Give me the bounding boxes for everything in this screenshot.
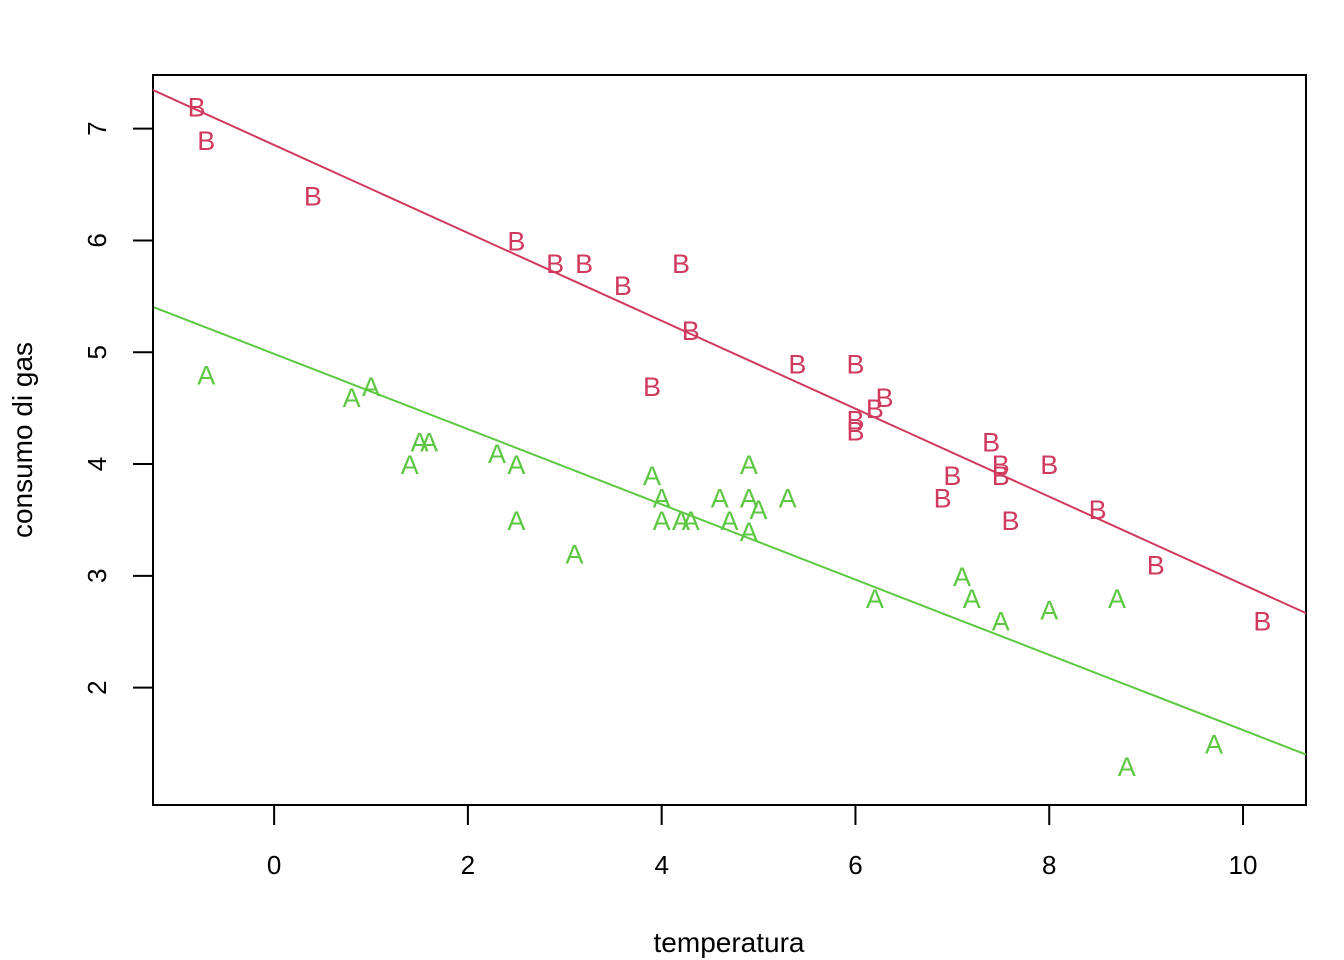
point-A-17: A xyxy=(740,517,758,547)
point-B-20: B xyxy=(1040,450,1058,480)
point-A-8: A xyxy=(507,506,525,536)
x-axis: 0 2 4 6 8 10 xyxy=(267,804,1258,880)
point-A-0: A xyxy=(197,361,215,391)
point-A-1: A xyxy=(343,383,361,413)
y-tick-label-4: 4 xyxy=(82,457,112,471)
x-tick-label-4: 4 xyxy=(654,850,668,880)
point-A-13: A xyxy=(672,506,690,536)
point-A-4: A xyxy=(410,428,428,458)
point-B-3: B xyxy=(507,226,525,256)
fit-line-B xyxy=(152,89,1307,615)
point-B-12: B xyxy=(846,405,864,435)
point-B-16: B xyxy=(982,428,1000,458)
point-B-6: B xyxy=(614,271,632,301)
x-tick-label-8: 8 xyxy=(1042,850,1056,880)
point-A-16: A xyxy=(720,506,738,536)
point-B-15: B xyxy=(876,383,894,413)
fit-line-A xyxy=(152,305,1307,756)
point-B-14: B xyxy=(866,394,884,424)
y-tick-label-7: 7 xyxy=(82,121,112,135)
point-A-21: A xyxy=(779,484,797,514)
point-A-20: A xyxy=(750,495,768,525)
point-B-25: B xyxy=(1253,607,1271,637)
point-B-11: B xyxy=(846,349,864,379)
point-B-18: B xyxy=(992,461,1010,491)
point-A-19: A xyxy=(740,450,758,480)
point-A-26: A xyxy=(1040,595,1058,625)
point-A-12: A xyxy=(653,506,671,536)
point-B-5: B xyxy=(575,249,593,279)
y-tick-label-3: 3 xyxy=(82,569,112,583)
y-tick-label-2: 2 xyxy=(82,680,112,694)
point-B-1: B xyxy=(197,126,215,156)
point-B-9: B xyxy=(643,372,661,402)
point-A-7: A xyxy=(507,450,525,480)
point-A-29: A xyxy=(1205,730,1223,760)
point-B-7: B xyxy=(672,249,690,279)
point-A-9: A xyxy=(565,539,583,569)
x-tick-label-0: 0 xyxy=(267,850,281,880)
point-A-28: A xyxy=(1118,752,1136,782)
point-B-0: B xyxy=(188,92,206,122)
plot-frame xyxy=(152,74,1307,806)
y-axis: 2 3 4 5 6 7 xyxy=(82,121,154,695)
point-A-25: A xyxy=(992,607,1010,637)
point-A-14: A xyxy=(682,506,700,536)
x-axis-title: temperatura xyxy=(654,927,805,958)
point-A-5: A xyxy=(420,428,438,458)
y-tick-label-5: 5 xyxy=(82,345,112,359)
y-tick-label-6: 6 xyxy=(82,233,112,247)
point-A-24: A xyxy=(963,584,981,614)
point-A-3: A xyxy=(401,450,419,480)
x-tick-label-2: 2 xyxy=(461,850,475,880)
x-tick-label-6: 6 xyxy=(848,850,862,880)
point-B-23: B xyxy=(1089,495,1107,525)
point-A-10: A xyxy=(643,461,661,491)
fit-lines xyxy=(152,89,1307,756)
point-B-19: B xyxy=(943,461,961,491)
point-A-6: A xyxy=(488,439,506,469)
point-B-22: B xyxy=(1001,506,1019,536)
point-B-10: B xyxy=(788,349,806,379)
point-A-23: A xyxy=(953,562,971,592)
y-axis-title: consumo di gas xyxy=(7,342,38,538)
point-A-27: A xyxy=(1108,584,1126,614)
point-A-2: A xyxy=(362,372,380,402)
point-B-13: B xyxy=(846,416,864,446)
point-B-2: B xyxy=(304,182,322,212)
point-B-24: B xyxy=(1147,551,1165,581)
point-B-17: B xyxy=(992,450,1010,480)
point-B-4: B xyxy=(546,249,564,279)
point-B-21: B xyxy=(934,484,952,514)
point-A-11: A xyxy=(653,484,671,514)
point-A-15: A xyxy=(711,484,729,514)
point-B-8: B xyxy=(682,316,700,346)
x-tick-label-10: 10 xyxy=(1229,850,1258,880)
point-A-22: A xyxy=(866,584,884,614)
point-A-18: A xyxy=(740,484,758,514)
